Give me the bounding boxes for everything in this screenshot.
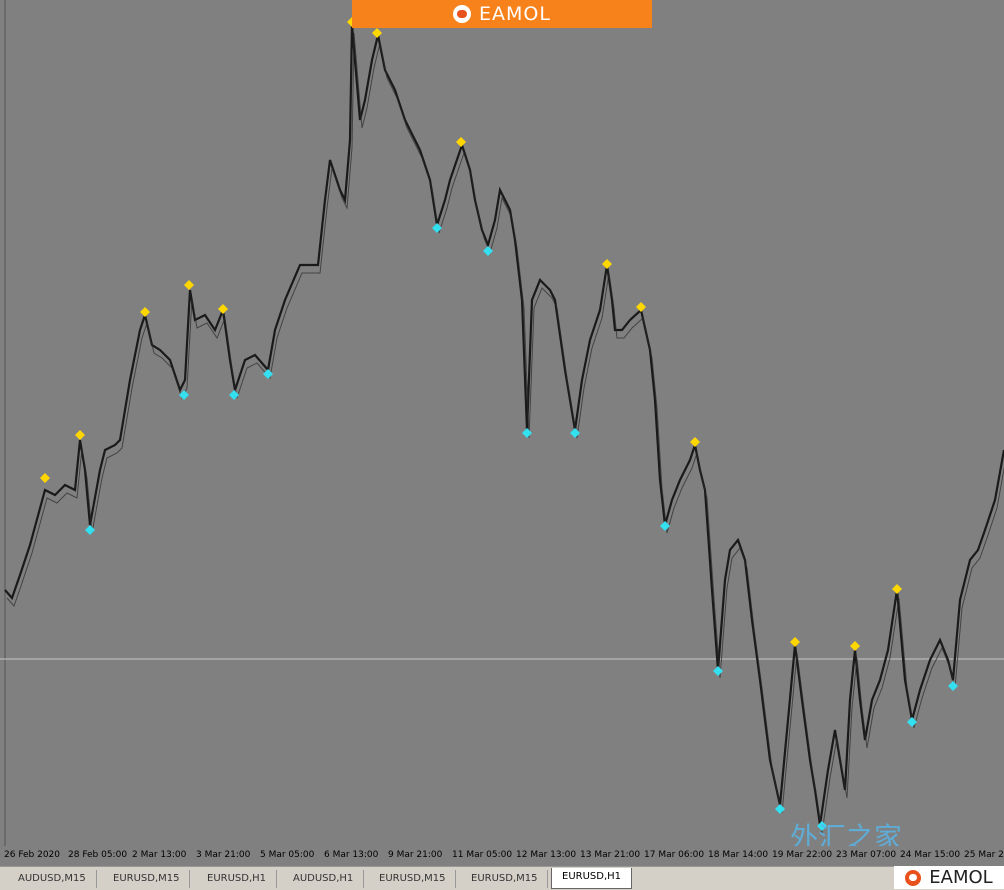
tab[interactable]: EURUSD,M15 bbox=[461, 870, 549, 888]
fractal-down bbox=[948, 681, 958, 691]
price-trace bbox=[4, 24, 1004, 826]
top-banner: EAMOL bbox=[352, 0, 652, 28]
time-label: 25 Mar 2 bbox=[964, 850, 1004, 860]
time-label: 26 Feb 2020 bbox=[4, 850, 61, 860]
fractal-up bbox=[456, 137, 466, 147]
time-label: 17 Mar 06:00 bbox=[644, 850, 705, 860]
footer-logo: EAMOL bbox=[894, 866, 1004, 889]
time-label: 3 Mar 21:00 bbox=[196, 850, 251, 860]
time-label: 28 Feb 05:00 bbox=[68, 850, 128, 860]
time-label: 24 Mar 15:00 bbox=[900, 850, 961, 860]
fractal-up bbox=[75, 430, 85, 440]
fractal-up bbox=[636, 302, 646, 312]
tab-bar: AUDUSD,M15 EURUSD,M15 EURUSD,H1 AUDUSD,H1 EU… bbox=[0, 866, 1004, 890]
fractal-down bbox=[775, 804, 785, 814]
fractal-down bbox=[432, 223, 442, 233]
logo-text: EAMOL bbox=[479, 3, 551, 25]
fractal-up bbox=[184, 280, 194, 290]
fractal-down bbox=[179, 390, 189, 400]
tab[interactable]: EURUSD,M15 bbox=[103, 870, 191, 888]
fractal-down bbox=[570, 428, 580, 438]
time-axis: 26 Feb 2020 28 Feb 05:00 2 Mar 13:00 3 Mar … bbox=[0, 846, 1004, 866]
fractal-up bbox=[850, 641, 860, 651]
time-label: 2 Mar 13:00 bbox=[132, 850, 187, 860]
logo-icon bbox=[453, 5, 472, 23]
chart bbox=[0, 0, 1004, 846]
time-label: 9 Mar 21:00 bbox=[388, 850, 443, 860]
time-label: 19 Mar 22:00 bbox=[772, 850, 833, 860]
tab[interactable]: EURUSD,H1 bbox=[551, 868, 633, 889]
fractal-down bbox=[522, 428, 532, 438]
fractal-up bbox=[790, 637, 800, 647]
time-label: 5 Mar 05:00 bbox=[260, 850, 315, 860]
fractal-down bbox=[229, 390, 239, 400]
tab[interactable]: AUDUSD,M15 bbox=[8, 870, 97, 888]
logo-text: EAMOL bbox=[929, 867, 993, 888]
time-label: 18 Mar 14:00 bbox=[708, 850, 769, 860]
fractal-down bbox=[713, 666, 723, 676]
fractal-up bbox=[140, 307, 150, 317]
fractal-down bbox=[85, 525, 95, 535]
fractal-up bbox=[372, 28, 382, 38]
time-label: 6 Mar 13:00 bbox=[324, 850, 379, 860]
time-label: 13 Mar 21:00 bbox=[580, 850, 641, 860]
fractal-up bbox=[892, 584, 902, 594]
fractal-down bbox=[660, 521, 670, 531]
fractal-down bbox=[263, 369, 273, 379]
fractal-up bbox=[690, 437, 700, 447]
fractal-up bbox=[218, 304, 228, 314]
time-label: 12 Mar 13:00 bbox=[516, 850, 577, 860]
time-label: 11 Mar 05:00 bbox=[452, 850, 513, 860]
tab[interactable]: EURUSD,H1 bbox=[197, 870, 278, 888]
time-label: 23 Mar 07:00 bbox=[836, 850, 897, 860]
fractal-up bbox=[602, 259, 612, 269]
fractal-up bbox=[40, 473, 50, 483]
tab[interactable]: AUDUSD,H1 bbox=[283, 870, 365, 888]
fractal-down bbox=[817, 821, 827, 831]
fractal-down bbox=[907, 717, 917, 727]
logo-icon bbox=[905, 869, 922, 886]
tab[interactable]: EURUSD,M15 bbox=[369, 870, 457, 888]
price-trace-shadow bbox=[6, 32, 1004, 834]
fractal-down bbox=[483, 246, 493, 256]
